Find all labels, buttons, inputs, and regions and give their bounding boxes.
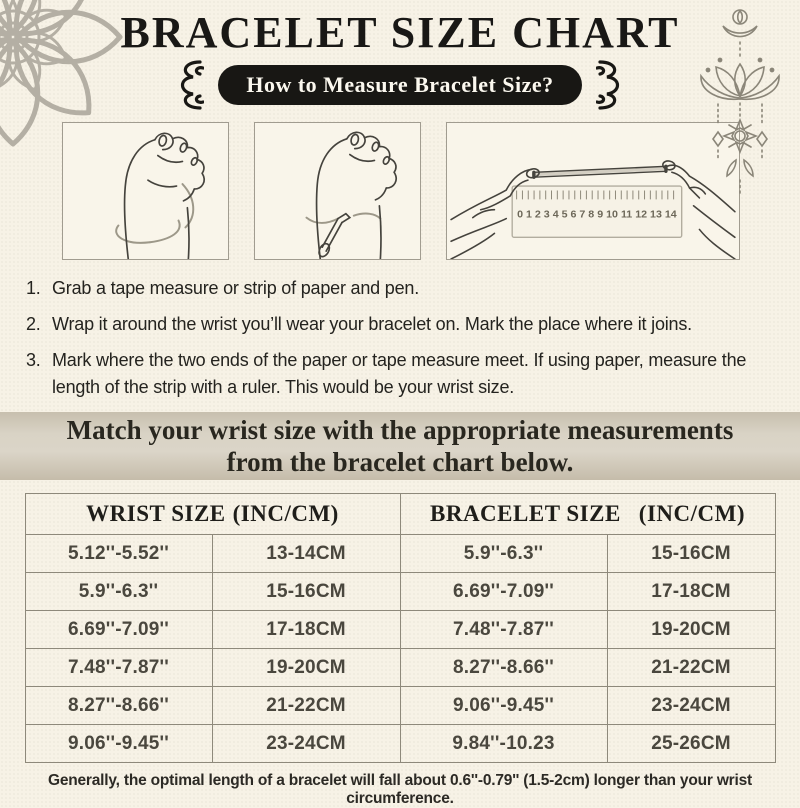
illustration-box-ruler: 0 1 2 3 4 5 6 7 8 9 10 11 12 13 14 — [446, 122, 740, 260]
squiggle-left-icon — [181, 60, 205, 110]
wrist-inch-cell: 6.69''-7.09'' — [24, 610, 213, 649]
header-label: BRACELET SIZE — [430, 501, 621, 526]
illustration-row: 0 1 2 3 4 5 6 7 8 9 10 11 12 13 14 — [62, 122, 740, 260]
hand-pen-illustration — [305, 131, 397, 259]
bracelet-inch-cell: 6.69''-7.09'' — [399, 572, 608, 611]
illustration-box-pen — [254, 122, 421, 260]
wrist-cm-cell: 21-22CM — [211, 686, 401, 725]
step-number: 3. — [26, 350, 41, 370]
bracelet-inch-cell: 7.48''-7.87'' — [399, 610, 608, 649]
table-row: 5.9''-6.3'' 15-16CM 6.69''-7.09'' 17-18C… — [24, 572, 776, 611]
wrist-cm-cell: 13-14CM — [211, 534, 401, 573]
footer-note: Generally, the optimal length of a brace… — [47, 772, 753, 807]
bracelet-cm-cell: 19-20CM — [606, 610, 776, 649]
size-table: WRIST SIZE (INC/CM) BRACELET SIZE (INC/CM)… — [24, 493, 776, 763]
banner-line-1: Match your wrist size with the appropria… — [66, 415, 734, 445]
bracelet-inch-cell: 8.27''-8.66'' — [399, 648, 608, 687]
ruler-numbers: 0 1 2 3 4 5 6 7 8 9 10 11 12 13 14 — [517, 210, 677, 221]
wrist-inch-cell: 7.48''-7.87'' — [24, 648, 213, 687]
step-item: 1. Grab a tape measure or strip of paper… — [26, 275, 786, 302]
table-header-bracelet: BRACELET SIZE (INC/CM) — [399, 493, 776, 535]
illustration-box-tape — [62, 122, 229, 260]
page-title: BRACELET SIZE CHART — [120, 8, 680, 57]
wrist-cm-cell: 17-18CM — [211, 610, 401, 649]
match-banner: Match your wrist size with the appropria… — [0, 412, 800, 480]
squiggle-right-icon — [595, 60, 619, 110]
step-item: 2. Wrap it around the wrist you’ll wear … — [26, 311, 786, 338]
step-text: Mark where the two ends of the paper or … — [52, 350, 747, 397]
table-row: 8.27''-8.66'' 21-22CM 9.06''-9.45'' 23-2… — [24, 686, 776, 725]
header-unit: (INC/CM) — [232, 501, 339, 526]
table-row: 9.06''-9.45'' 23-24CM 9.84''-10.23 25-26… — [24, 724, 776, 763]
table-row: 5.12''-5.52'' 13-14CM 5.9''-6.3'' 15-16C… — [24, 534, 776, 573]
wrist-inch-cell: 5.12''-5.52'' — [24, 534, 213, 573]
step-number: 2. — [26, 314, 41, 334]
wrist-inch-cell: 5.9''-6.3'' — [24, 572, 213, 611]
hand-tape-illustration — [115, 132, 205, 259]
table-row: 7.48''-7.87'' 19-20CM 8.27''-8.66'' 21-2… — [24, 648, 776, 687]
bracelet-cm-cell: 25-26CM — [606, 724, 776, 763]
table-header-wrist: WRIST SIZE (INC/CM) — [24, 493, 401, 535]
measure-banner-row: How to Measure Bracelet Size? — [0, 60, 800, 110]
table-header-row: WRIST SIZE (INC/CM) BRACELET SIZE (INC/CM) — [24, 493, 776, 535]
bracelet-cm-cell: 17-18CM — [606, 572, 776, 611]
wrist-inch-cell: 9.06''-9.45'' — [24, 724, 213, 763]
wrist-cm-cell: 15-16CM — [211, 572, 401, 611]
bracelet-inch-cell: 9.06''-9.45'' — [399, 686, 608, 725]
bracelet-inch-cell: 5.9''-6.3'' — [399, 534, 608, 573]
header-label: WRIST SIZE — [86, 501, 226, 526]
banner-line-2: from the bracelet chart below. — [226, 447, 574, 477]
step-text: Wrap it around the wrist you’ll wear you… — [52, 314, 692, 334]
steps-list: 1. Grab a tape measure or strip of paper… — [26, 275, 786, 401]
ruler-body — [511, 185, 683, 239]
bracelet-inch-cell: 9.84''-10.23 — [399, 724, 608, 763]
wrist-cm-cell: 23-24CM — [211, 724, 401, 763]
step-item: 3. Mark where the two ends of the paper … — [26, 347, 786, 401]
wrist-inch-cell: 8.27''-8.66'' — [24, 686, 213, 725]
ruler-measure-illustration: 0 1 2 3 4 5 6 7 8 9 10 11 12 13 14 — [450, 160, 736, 259]
bracelet-cm-cell: 21-22CM — [606, 648, 776, 687]
step-text: Grab a tape measure or strip of paper an… — [52, 278, 420, 298]
header-unit: (INC/CM) — [638, 501, 745, 526]
table-row: 6.69''-7.09'' 17-18CM 7.48''-7.87'' 19-2… — [24, 610, 776, 649]
wrist-cm-cell: 19-20CM — [211, 648, 401, 687]
bracelet-cm-cell: 15-16CM — [606, 534, 776, 573]
step-number: 1. — [26, 278, 41, 298]
bracelet-cm-cell: 23-24CM — [606, 686, 776, 725]
measure-pill: How to Measure Bracelet Size? — [218, 65, 582, 105]
